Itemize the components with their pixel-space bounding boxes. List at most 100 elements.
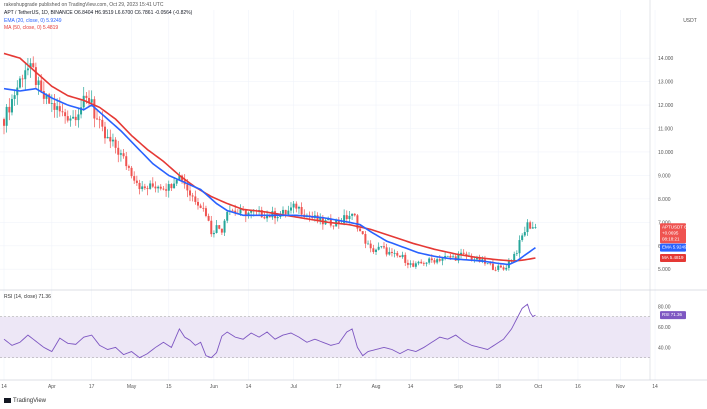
candle-body[interactable]	[191, 195, 194, 197]
candle-body[interactable]	[300, 206, 303, 215]
ma-legend[interactable]: MA (50, close, 0) 5.4819	[4, 25, 58, 31]
candle-body[interactable]	[518, 240, 521, 254]
candle-body[interactable]	[101, 119, 104, 127]
candle-body[interactable]	[486, 263, 489, 265]
candle-body[interactable]	[276, 217, 279, 219]
candle-body[interactable]	[165, 189, 168, 191]
candle-body[interactable]	[189, 190, 192, 196]
candle-body[interactable]	[103, 126, 106, 139]
candle-body[interactable]	[297, 206, 300, 209]
candle-body[interactable]	[409, 263, 412, 265]
candle-body[interactable]	[449, 255, 452, 258]
candle-body[interactable]	[167, 184, 170, 191]
candle-body[interactable]	[452, 256, 455, 258]
candle-body[interactable]	[505, 267, 508, 270]
candle-body[interactable]	[117, 147, 120, 155]
ema-legend[interactable]: EMA (20, close, 0) 5.9249	[4, 18, 62, 24]
candle-body[interactable]	[526, 222, 529, 233]
candle-body[interactable]	[319, 217, 322, 221]
candle-body[interactable]	[50, 103, 53, 104]
candle-body[interactable]	[202, 207, 205, 209]
candle-body[interactable]	[390, 251, 393, 253]
candle-body[interactable]	[515, 253, 518, 255]
candle-body[interactable]	[109, 136, 112, 142]
candle-body[interactable]	[58, 106, 61, 112]
candle-body[interactable]	[250, 210, 253, 213]
candle-body[interactable]	[127, 166, 130, 168]
candle-body[interactable]	[247, 212, 250, 217]
candle-body[interactable]	[234, 210, 237, 214]
candle-body[interactable]	[398, 255, 401, 258]
candle-body[interactable]	[21, 78, 24, 80]
candle-body[interactable]	[82, 95, 85, 108]
candle-body[interactable]	[385, 247, 388, 255]
candle-body[interactable]	[149, 183, 152, 189]
candle-body[interactable]	[151, 183, 154, 187]
candle-body[interactable]	[45, 94, 48, 99]
candle-body[interactable]	[534, 227, 537, 229]
candle-body[interactable]	[64, 112, 67, 117]
candle-body[interactable]	[531, 227, 534, 229]
candle-body[interactable]	[26, 68, 29, 71]
candle-body[interactable]	[210, 220, 213, 235]
candle-body[interactable]	[223, 220, 226, 233]
candle-body[interactable]	[111, 139, 114, 142]
candle-body[interactable]	[268, 214, 271, 218]
candle-body[interactable]	[457, 254, 460, 261]
candle-body[interactable]	[231, 210, 234, 212]
candle-body[interactable]	[382, 246, 385, 248]
candle-body[interactable]	[143, 186, 146, 189]
rsi-axis[interactable]: 80.00 60.00 40.00	[658, 304, 671, 351]
candle-body[interactable]	[53, 103, 56, 110]
candle-body[interactable]	[40, 80, 43, 92]
candle-body[interactable]	[502, 267, 505, 270]
candle-body[interactable]	[337, 220, 340, 224]
candle-body[interactable]	[74, 116, 77, 121]
candle-body[interactable]	[133, 176, 136, 181]
candle-body[interactable]	[377, 246, 380, 250]
candle-body[interactable]	[5, 106, 8, 126]
candle-body[interactable]	[88, 97, 91, 103]
candle-body[interactable]	[218, 225, 221, 229]
candle-body[interactable]	[141, 186, 144, 190]
candle-body[interactable]	[90, 99, 93, 103]
candle-body[interactable]	[212, 232, 215, 235]
candle-body[interactable]	[10, 98, 13, 113]
candle-body[interactable]	[470, 256, 473, 260]
candle-body[interactable]	[499, 265, 502, 268]
candle-body[interactable]	[114, 139, 117, 148]
candle-body[interactable]	[32, 63, 35, 68]
candle-body[interactable]	[359, 228, 362, 232]
candle-body[interactable]	[138, 182, 141, 190]
candle-body[interactable]	[316, 215, 319, 221]
candle-body[interactable]	[497, 265, 500, 270]
candle-body[interactable]	[8, 106, 11, 113]
candle-body[interactable]	[220, 228, 223, 233]
candle-body[interactable]	[186, 184, 189, 191]
candle-body[interactable]	[284, 209, 287, 215]
candle-body[interactable]	[361, 231, 364, 235]
candle-body[interactable]	[263, 217, 266, 219]
candle-body[interactable]	[199, 205, 202, 208]
candle-body[interactable]	[106, 136, 109, 139]
candle-body[interactable]	[396, 252, 399, 256]
tradingview-footer[interactable]: TradingView	[4, 398, 46, 404]
candle-body[interactable]	[436, 259, 439, 263]
candle-body[interactable]	[162, 188, 165, 190]
candle-body[interactable]	[348, 215, 351, 220]
time-axis[interactable]: 14 Apr 17 May 15 Jun 14 Jul 17 Aug 14 Sep 18 Oct 16 Nov…	[1, 384, 658, 390]
candle-body[interactable]	[125, 156, 128, 167]
candle-body[interactable]	[523, 232, 526, 236]
candle-body[interactable]	[282, 209, 285, 214]
candle-body[interactable]	[146, 188, 149, 189]
candle-body[interactable]	[226, 211, 229, 221]
candle-body[interactable]	[196, 201, 199, 206]
candle-body[interactable]	[18, 78, 21, 88]
candle-body[interactable]	[393, 252, 396, 254]
candle-body[interactable]	[460, 252, 463, 255]
candle-body[interactable]	[372, 248, 375, 252]
candle-body[interactable]	[122, 153, 125, 157]
candle-body[interactable]	[351, 213, 354, 216]
candle-body[interactable]	[244, 210, 247, 217]
